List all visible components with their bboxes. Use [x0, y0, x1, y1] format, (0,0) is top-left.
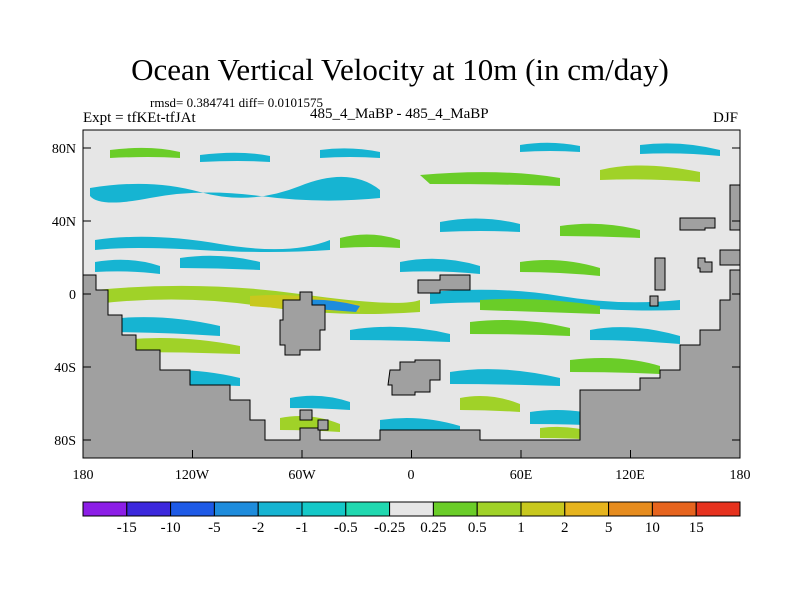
- colorbar-swatch: [432, 501, 478, 517]
- lon-labels: 180 120W 60W 0 60E 120E 180: [73, 468, 751, 483]
- colorbar-label: 15: [689, 520, 704, 536]
- colorbar-swatch: [345, 501, 391, 517]
- colorbar-label: -1: [296, 520, 309, 536]
- colorbar-swatch: [126, 501, 172, 517]
- land-masses: [82, 184, 741, 459]
- colorbar-label: -15: [117, 520, 137, 536]
- season-label: DJF: [712, 110, 738, 126]
- colorbar-label: -10: [161, 520, 181, 536]
- lat-label: 80S: [54, 434, 76, 449]
- colorbar-label: 5: [605, 520, 613, 536]
- colorbar-label: 10: [645, 520, 660, 536]
- lat-label: 0: [69, 288, 76, 303]
- colorbar-swatch: [520, 501, 566, 517]
- colorbar-swatch: [564, 501, 610, 517]
- lon-label: 180: [730, 468, 751, 483]
- lat-axis: [83, 147, 740, 441]
- colorbar-label: 0.25: [420, 520, 446, 536]
- map-title: Ocean Vertical Velocity at 10m (in cm/da…: [131, 52, 669, 87]
- colorbar-swatch: [301, 501, 347, 517]
- colorbar-swatch: [170, 501, 215, 517]
- experiment-label: Expt = tfKEt-tfJAt: [83, 110, 196, 126]
- colorbar-label: 0.5: [468, 520, 487, 536]
- lat-label: 40N: [52, 215, 76, 230]
- colorbar-swatch: [389, 501, 434, 517]
- colorbar-swatch: [651, 501, 697, 517]
- lat-label: 40S: [54, 361, 76, 376]
- colorbar-label: -2: [252, 520, 265, 536]
- colorbar-swatch: [695, 501, 741, 517]
- colorbar-label: -0.5: [334, 520, 358, 536]
- colorbar-swatch: [608, 501, 653, 517]
- comparison-label: 485_4_MaBP - 485_4_MaBP: [310, 106, 489, 122]
- colorbar-swatch: [82, 501, 128, 517]
- colorbar-label: 1: [517, 520, 525, 536]
- colorbar-swatch: [213, 501, 259, 517]
- colorbar-label: -0.25: [374, 520, 405, 536]
- colorbar-swatch: [257, 501, 303, 517]
- lon-label: 0: [408, 468, 415, 483]
- lon-label: 60W: [288, 468, 316, 483]
- colorbar-label: -5: [208, 520, 221, 536]
- lon-label: 180: [73, 468, 94, 483]
- map-panel: [82, 129, 741, 459]
- colorbar-swatch: [476, 501, 522, 517]
- lat-label: 80N: [52, 142, 76, 157]
- colorbar-label: 2: [561, 520, 569, 536]
- colorbar: -15 -10 -5 -2 -1 -0.5 -0.25 0.25 0.5 1 2 5 10 15: [82, 501, 741, 536]
- lon-label: 120W: [175, 468, 210, 483]
- lon-label: 120E: [615, 468, 645, 483]
- lon-axis: [82, 450, 741, 458]
- lat-labels: 80N 40N 0 40S 80S: [52, 142, 76, 449]
- lon-label: 60E: [510, 468, 533, 483]
- stats-label: rmsd= 0.384741 diff= 0.0101575: [150, 95, 323, 110]
